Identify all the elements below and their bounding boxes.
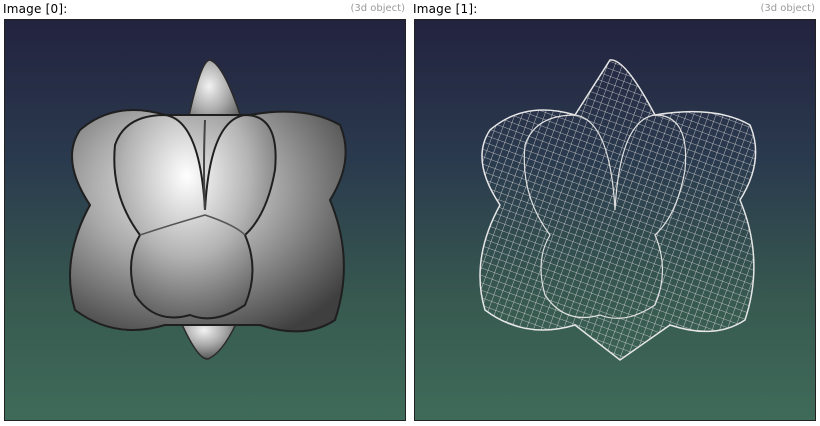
panel-header: Image [0]: (3d object) [3, 2, 407, 18]
panel-type-label: (3d object) [350, 3, 405, 14]
panel-type-label: (3d object) [760, 3, 815, 14]
panel-header: Image [1]: (3d object) [413, 2, 817, 18]
image-panel-1: Image [1]: (3d object) [413, 0, 817, 426]
3d-viewport-solid[interactable] [4, 19, 406, 421]
image-panel-0: Image [0]: (3d object) [3, 0, 407, 426]
solid-3d-object [69, 59, 347, 360]
panel-title: Image [1]: [413, 2, 478, 16]
3d-viewport-wireframe[interactable] [414, 19, 816, 421]
panel-title: Image [0]: [3, 2, 68, 16]
wireframe-3d-object [479, 59, 757, 361]
